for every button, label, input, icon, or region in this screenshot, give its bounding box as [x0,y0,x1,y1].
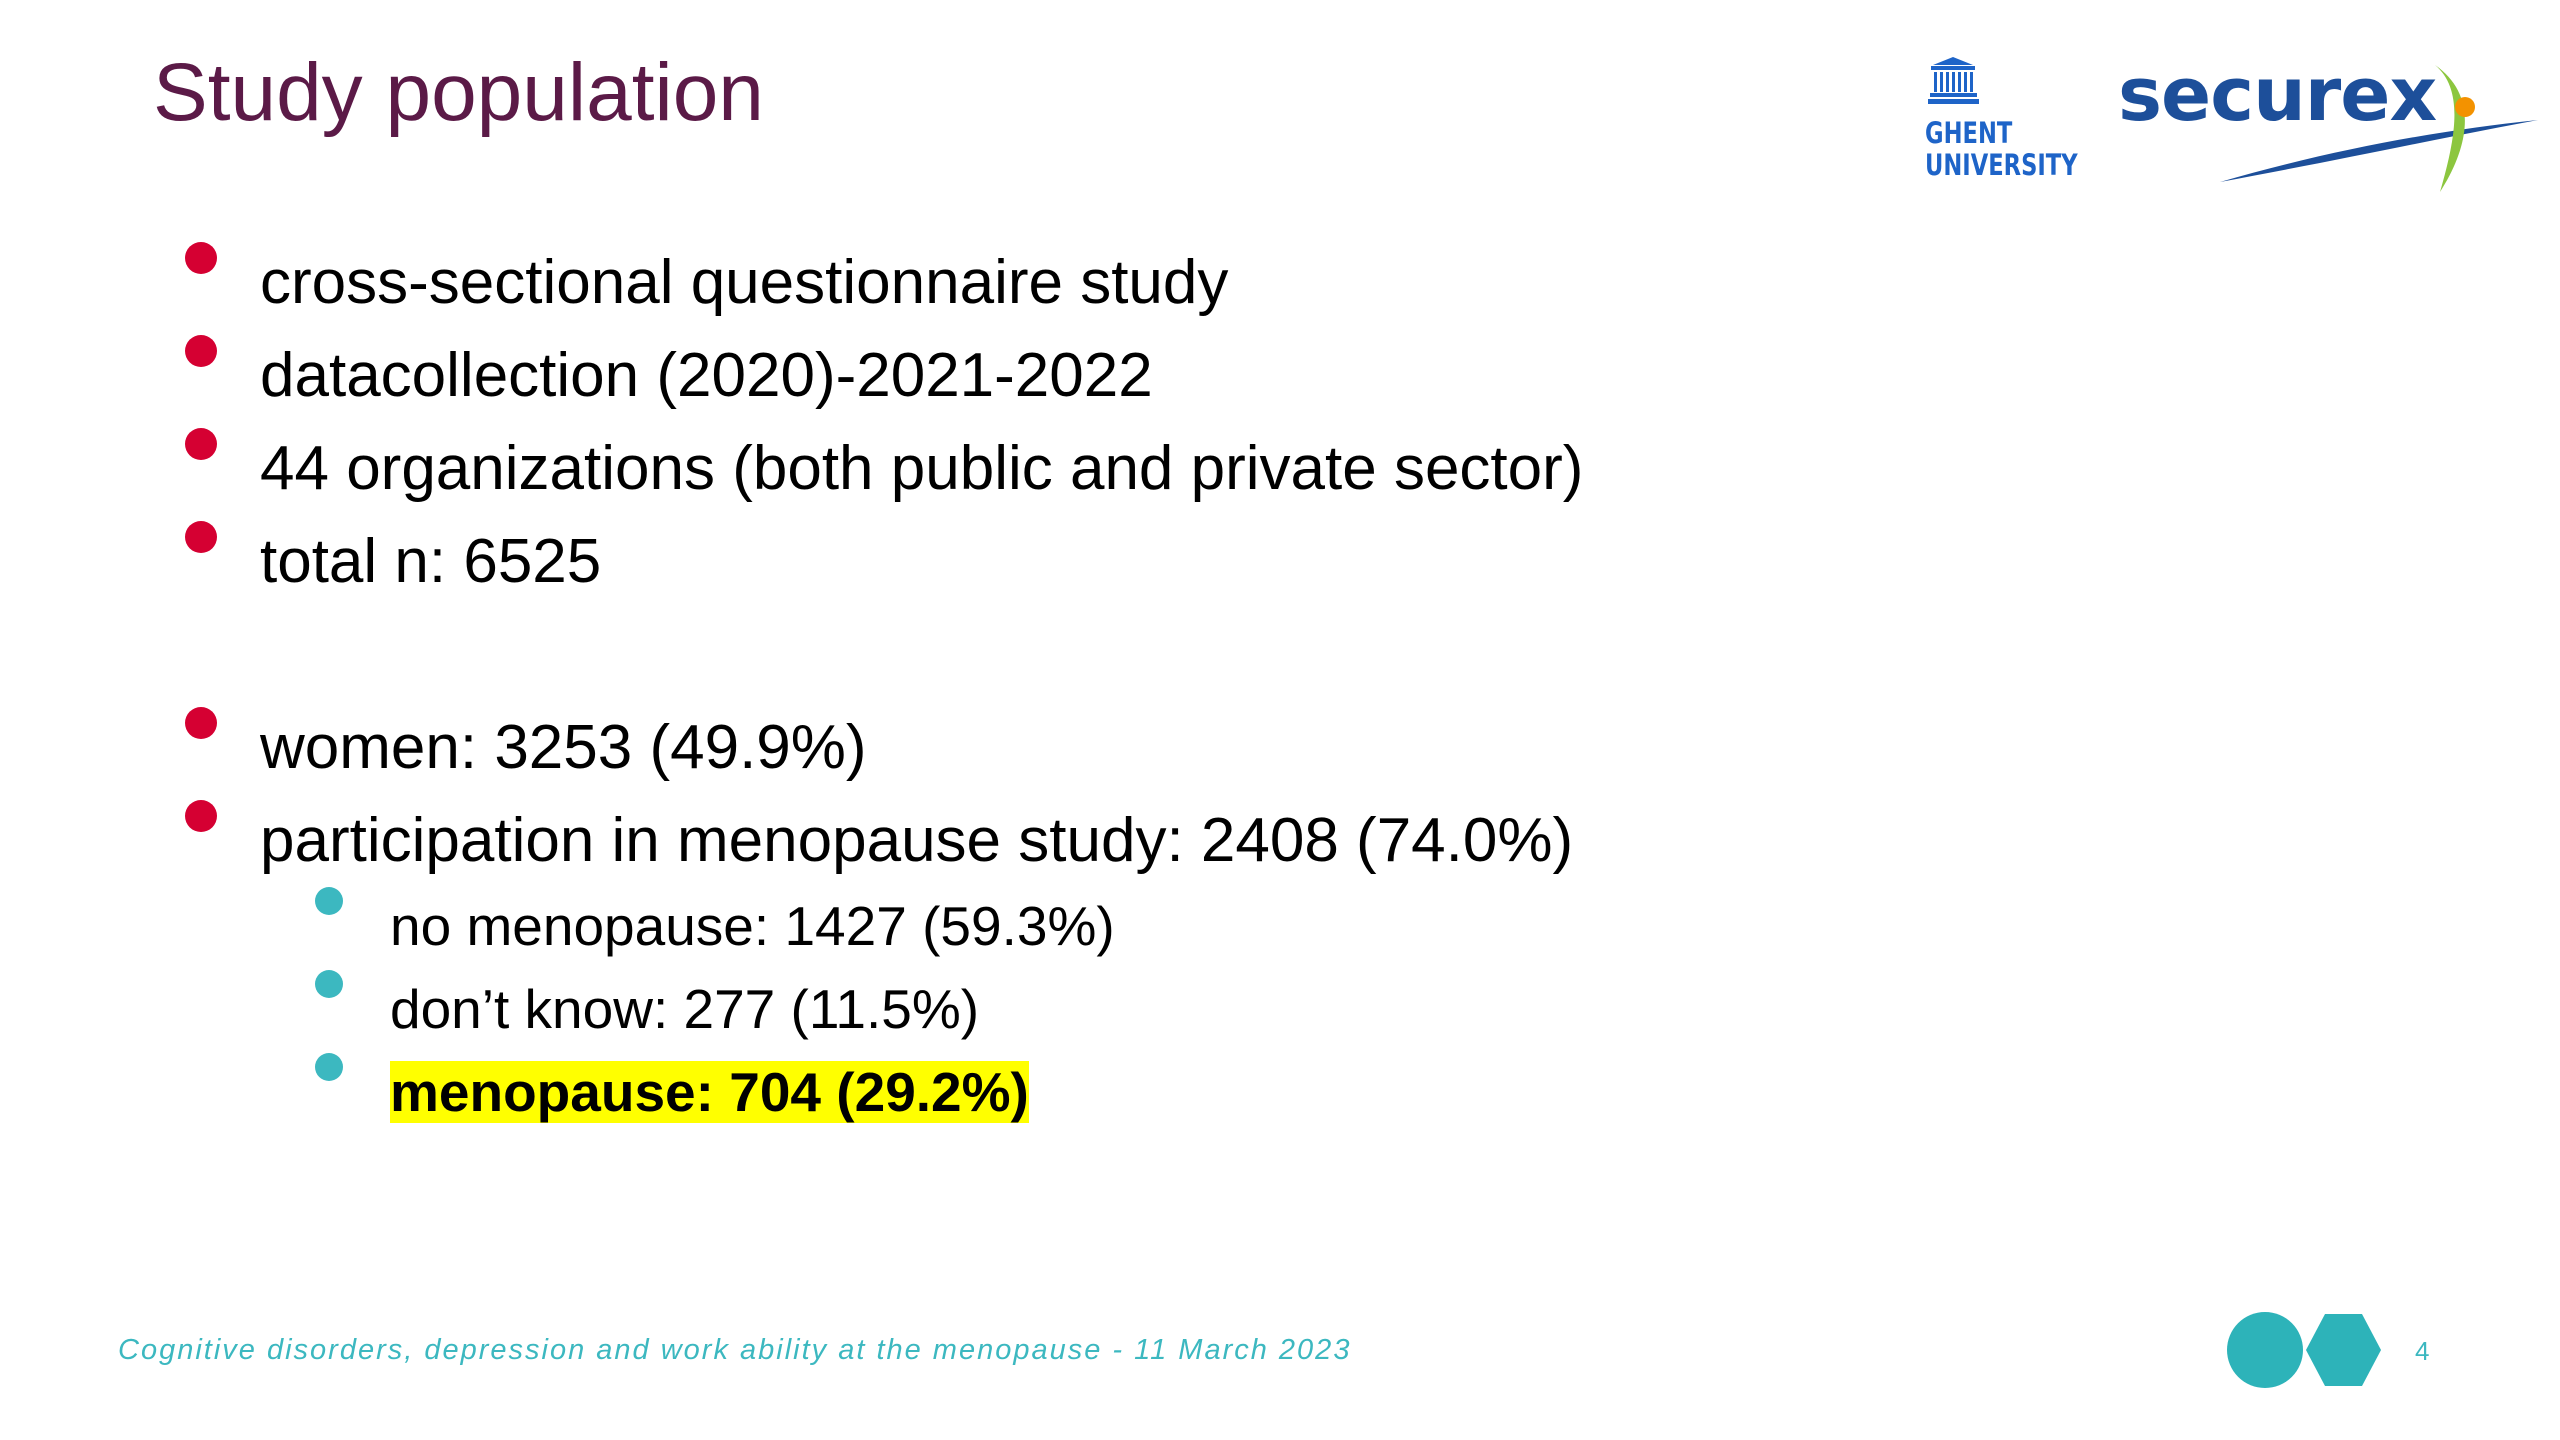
page-number: 4 [2415,1336,2430,1366]
footer-decoration [2227,1312,2381,1388]
bullet-text: datacollection (2020)-2021-2022 [260,341,1153,410]
bullet-text: women: 3253 (49.9%) [260,713,867,782]
bullet-item: 44 organizations (both public and privat… [185,428,1583,500]
teal-hexagon-shape [2306,1314,2381,1386]
teal-circle-shape [2227,1312,2303,1388]
securex-logo [2220,65,2538,192]
footer-text: Cognitive disorders, depression and work… [118,1334,1352,1366]
bullet-text: participation in menopause study: 2408 (… [260,806,1574,875]
red-bullet-icon [185,800,217,832]
securex-wordmark: securex [2118,52,2437,138]
university-line: UNIVERSITY [1925,148,2078,182]
sub-bullet-item: menopause: 704 (29.2%) [315,1053,1029,1123]
securex-green-swoosh [2435,65,2465,192]
sub-bullet-text: don’t know: 277 (11.5%) [390,978,980,1040]
highlighted-sub-bullet-text: menopause: 704 (29.2%) [390,1061,1029,1123]
teal-bullet-icon [315,970,343,998]
red-bullet-icon [185,707,217,739]
teal-bullet-icon [315,887,343,915]
bullet-text: 44 organizations (both public and privat… [260,434,1584,503]
red-bullet-icon [185,335,217,367]
bullet-item: cross-sectional questionnaire study [185,242,1228,314]
teal-bullet-icon [315,1053,343,1081]
securex-blue-swoosh [2220,120,2538,182]
red-bullet-icon [185,428,217,460]
ghent-line: GHENT [1925,116,2013,150]
slide-title: Study population [153,47,764,138]
bullet-text: cross-sectional questionnaire study [260,248,1229,317]
ghent-university-logo [1928,57,1979,104]
sub-bullet-text: no menopause: 1427 (59.3%) [390,895,1115,957]
bullet-item: women: 3253 (49.9%) [185,707,867,779]
red-bullet-icon [185,242,217,274]
red-bullet-icon [185,521,217,553]
securex-orange-dot [2455,97,2475,117]
sub-bullet-item: no menopause: 1427 (59.3%) [315,887,1115,954]
bullet-text: total n: 6525 [260,527,602,596]
ghent-university-wordmark: GHENT UNIVERSITY [1925,117,2078,181]
sub-bullet-item: don’t know: 277 (11.5%) [315,970,979,1037]
bullet-item: participation in menopause study: 2408 (… [185,800,1573,872]
bullet-item: total n: 6525 [185,521,601,593]
bullet-item: datacollection (2020)-2021-2022 [185,335,1153,407]
